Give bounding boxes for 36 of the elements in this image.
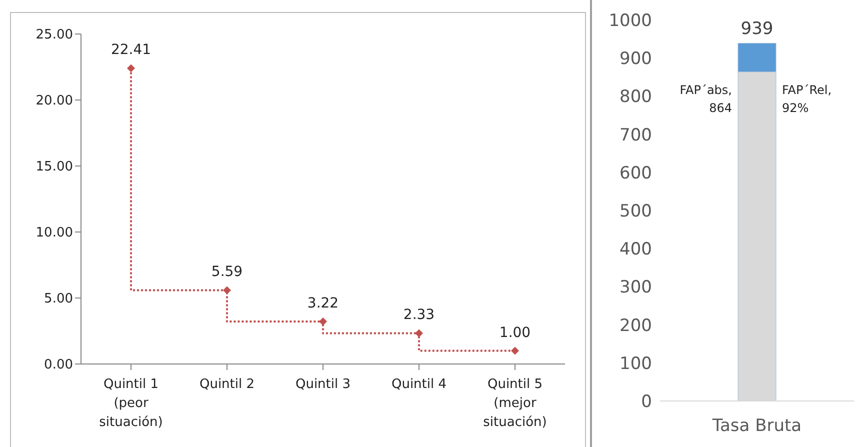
x-tick-label: Quintil 4 xyxy=(391,377,447,392)
x-tick-label: Tasa Bruta xyxy=(711,416,802,436)
point xyxy=(319,317,327,326)
total-label: 939 xyxy=(740,19,774,40)
y-tick-label: 700 xyxy=(620,125,652,146)
data-label: 1.00 xyxy=(499,324,531,341)
x-tick-label: Quintil 3 xyxy=(295,377,351,392)
x-tick-label: Quintil 5 (mejor situación) xyxy=(483,377,547,430)
x-tick-label: Quintil 1 (peor situación) xyxy=(99,377,163,430)
y-tick-label: 300 xyxy=(620,278,652,298)
point xyxy=(223,286,231,294)
y-tick-label: 500 xyxy=(620,202,652,222)
y-tick-label: 20.00 xyxy=(36,94,73,109)
y-tick-label: 1000 xyxy=(608,11,652,32)
y-tick-label: 200 xyxy=(620,316,652,336)
point xyxy=(415,329,423,338)
y-tick-label: 600 xyxy=(620,163,652,184)
data-label: 5.59 xyxy=(211,264,243,280)
annotation: FAP´abs, 864 xyxy=(680,82,732,115)
x-tick-label: Quintil 2 xyxy=(199,377,255,392)
y-tick-label: 400 xyxy=(620,240,652,260)
y-tick-label: 800 xyxy=(620,87,652,108)
y-tick-label: 900 xyxy=(620,49,652,70)
point xyxy=(127,64,135,72)
y-tick-label: 10.00 xyxy=(36,226,73,241)
data-label: 2.33 xyxy=(403,307,435,324)
y-tick-label: 0 xyxy=(641,392,652,412)
y-tick-label: 5.00 xyxy=(44,292,73,307)
y-tick-label: 25.00 xyxy=(36,28,73,43)
data-label: 22.41 xyxy=(110,42,152,58)
y-tick-label: 0.00 xyxy=(44,358,73,373)
y-tick-label: 15.00 xyxy=(36,160,73,175)
data-label: 3.22 xyxy=(307,295,339,312)
y-tick-label: 100 xyxy=(620,354,652,374)
point xyxy=(511,346,519,355)
annotation: FAP´Rel, 92% xyxy=(782,82,832,115)
